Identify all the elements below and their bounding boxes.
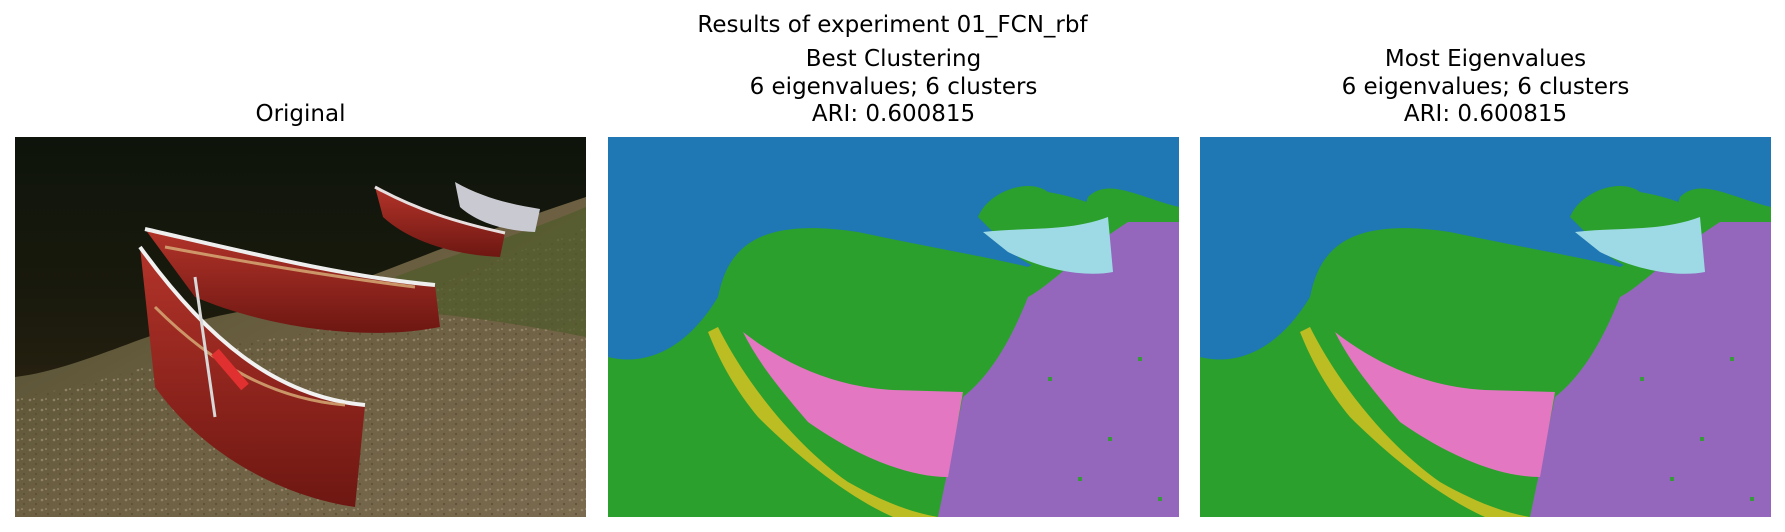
panel-title-line: 6 eigenvalues; 6 clusters — [1341, 73, 1630, 100]
original-image — [15, 137, 586, 517]
segmentation-map — [608, 137, 1179, 517]
panel-title-line: ARI: 0.600815 — [811, 101, 976, 127]
panel-title-line: ARI: 0.600815 — [1403, 101, 1568, 127]
figure-suptitle: Results of experiment 01_FCN_rbf — [697, 12, 1088, 38]
segmentation-map — [1200, 137, 1771, 517]
panel-title-line: Most Eigenvalues — [1384, 46, 1587, 72]
panel-title-line: 6 eigenvalues; 6 clusters — [749, 73, 1038, 100]
panel-title-line: Best Clustering — [805, 46, 982, 72]
panel-title-line: Original — [255, 101, 346, 127]
